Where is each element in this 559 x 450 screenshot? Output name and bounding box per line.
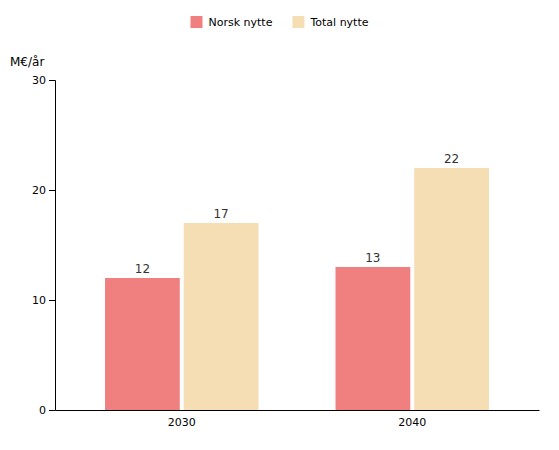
tick-label: 2030 [168,416,196,429]
tick-label: 20 [32,184,46,197]
tick-label: 10 [32,294,46,307]
chart: 12131722010203020302040M€/årNorsk nytteT… [0,0,559,450]
legend-item: Norsk nytte [190,16,272,29]
data-labels: 12 13 17 22 [135,152,459,276]
bars [105,168,489,410]
legend-swatch [292,16,304,28]
bar [336,267,411,410]
tick-mark [49,410,55,411]
x-tick: 2030 [168,410,196,429]
x-tick: 2040 [398,410,426,429]
data-label: 12 [135,262,150,276]
x-axis: 2030 2040 [56,410,540,429]
y-axis-title: M€/år [10,55,44,69]
legend-label: Total nytte [309,16,368,29]
y-axis: 0 10 20 30 [32,74,56,417]
legend-swatch [190,16,202,28]
y-tick: 0 [39,404,55,417]
tick-label: 30 [32,74,46,87]
y-tick: 10 [32,294,55,307]
axis-line [49,81,56,411]
bar [184,223,259,410]
data-label: 22 [444,152,459,166]
axis-line [56,410,540,411]
bar [105,278,180,410]
tick-mark [49,190,55,191]
tick-label: 2040 [398,416,426,429]
legend-label: Norsk nytte [208,16,272,29]
tick-mark [49,80,55,81]
legend-item: Total nytte [292,16,368,29]
y-tick: 20 [32,184,55,197]
tick-mark [49,300,55,301]
bar [414,168,489,410]
y-tick: 30 [32,74,55,87]
tick-label: 0 [39,404,46,417]
legend: Norsk nytte Total nytte [190,16,368,29]
data-label: 13 [365,251,380,265]
bar-series [184,168,489,410]
data-label: 17 [213,207,228,221]
